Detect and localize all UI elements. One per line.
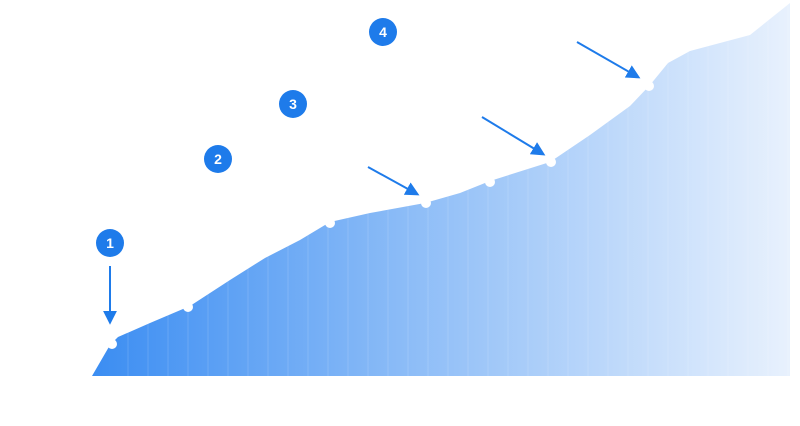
step-badge-3: 3 (279, 90, 307, 118)
step-badge-4: 4 (369, 18, 397, 46)
arrow-diagonal-icon (576, 41, 641, 79)
milestone-marker (421, 198, 431, 208)
arrow-diagonal-icon (481, 116, 546, 156)
milestone-marker (546, 157, 556, 167)
step-badge-1: 1 (96, 229, 124, 257)
milestone-marker (325, 218, 335, 228)
milestone-marker (644, 81, 654, 91)
pointer-arrows (103, 41, 641, 325)
milestone-marker (107, 339, 117, 349)
milestone-marker (183, 302, 193, 312)
step-badge-2: 2 (204, 145, 232, 173)
milestone-markers (107, 81, 654, 349)
arrow-diagonal-icon (367, 166, 420, 196)
growth-area (92, 3, 790, 376)
milestone-marker (485, 177, 495, 187)
